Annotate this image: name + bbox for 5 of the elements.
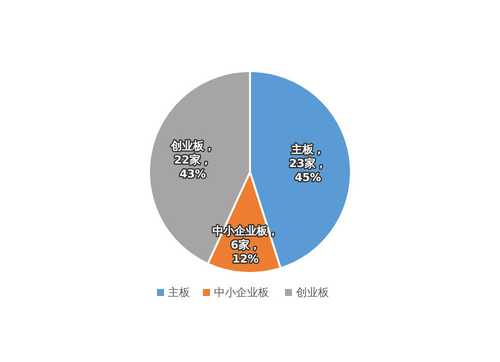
legend-label: 中小企业板 (214, 286, 269, 299)
data-label: 创业板，22家，43% (170, 139, 215, 180)
legend-label: 主板 (168, 286, 190, 299)
legend-label: 创业板 (296, 286, 329, 299)
data-label: 主板，23家，45% (289, 143, 327, 184)
